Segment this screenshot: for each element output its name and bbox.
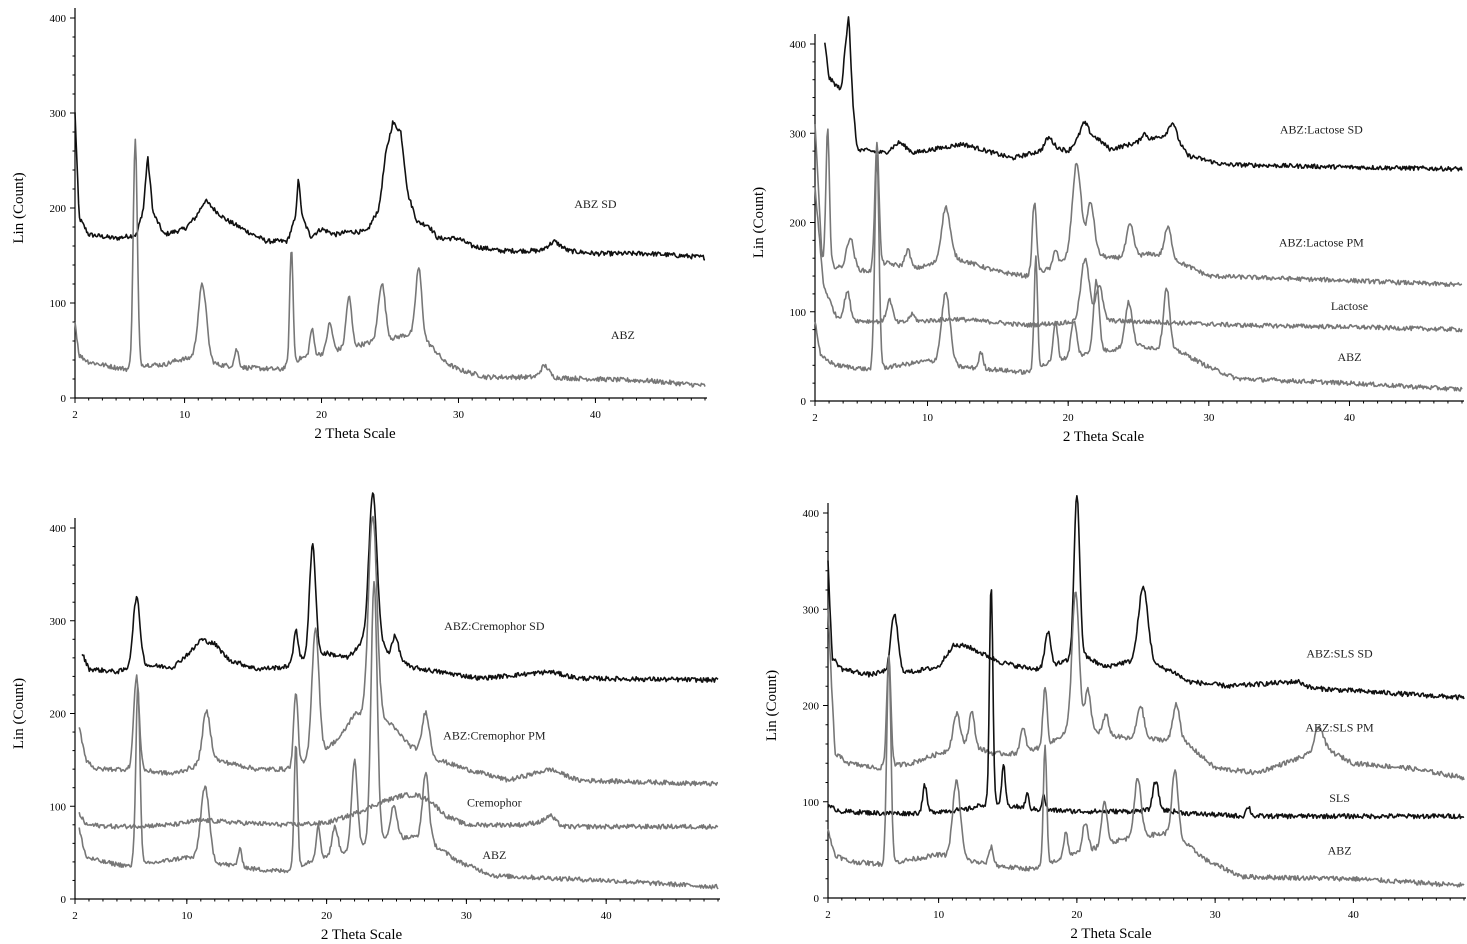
series-line-abz: [814, 154, 1463, 392]
series-label: ABZ:SLS PM: [1305, 720, 1374, 734]
x-tick-label: 2: [825, 909, 831, 921]
y-axis-label: Lin (Count): [11, 172, 27, 243]
series-label: Cremophor: [467, 795, 522, 809]
y-tick-label: 200: [803, 701, 820, 713]
x-tick-label: 2: [72, 910, 78, 922]
series-label: ABZ: [1337, 350, 1361, 364]
series-line-abz-lactose-pm: [814, 124, 1463, 288]
series-label: ABZ:Cremophor PM: [443, 728, 546, 742]
x-axis-label: 2 Theta Scale: [321, 927, 403, 943]
series-line-abz: [827, 655, 1465, 888]
y-tick-label: 200: [790, 218, 807, 230]
x-tick-label: 30: [1203, 412, 1215, 424]
x-tick-label: 40: [590, 409, 602, 421]
series-line-abz-sls-pm: [827, 591, 1465, 781]
series-label: ABZ:Cremophor SD: [444, 619, 545, 633]
series-line-cremophor: [78, 792, 719, 830]
series-line-abz-cremophor-pm: [78, 515, 719, 787]
x-tick-label: 20: [321, 910, 333, 922]
series-label: ABZ:SLS SD: [1306, 646, 1373, 660]
series-line-sls: [827, 589, 1465, 820]
x-tick-label: 10: [181, 910, 193, 922]
y-tick-label: 0: [814, 893, 820, 905]
y-axis-label: Lin (Count): [764, 670, 780, 741]
x-axis-label: 2 Theta Scale: [314, 426, 396, 442]
y-tick-label: 400: [803, 508, 820, 520]
x-tick-label: 2: [72, 409, 78, 421]
y-axis-label: Lin (Count): [11, 678, 27, 749]
y-tick-label: 300: [790, 128, 807, 140]
y-tick-label: 400: [50, 13, 67, 25]
series-label: ABZ SD: [574, 197, 617, 211]
x-axis-label: 2 Theta Scale: [1070, 926, 1152, 942]
x-tick-label: 10: [179, 409, 191, 421]
x-tick-label: 30: [461, 910, 473, 922]
y-tick-label: 0: [801, 396, 807, 408]
y-tick-label: 400: [50, 523, 67, 535]
x-tick-label: 30: [453, 409, 465, 421]
x-tick-label: 40: [1344, 412, 1356, 424]
series-line-lactose: [814, 186, 1463, 333]
y-tick-label: 100: [50, 298, 67, 310]
y-tick-label: 300: [50, 108, 67, 120]
series-label: ABZ: [611, 328, 635, 342]
series-line-abz: [74, 138, 706, 388]
series-label: ABZ:Lactose PM: [1279, 236, 1364, 250]
y-tick-label: 300: [50, 616, 67, 628]
y-tick-label: 200: [50, 709, 67, 721]
series-label: ABZ:Lactose SD: [1280, 122, 1363, 136]
x-tick-label: 40: [1348, 909, 1360, 921]
y-tick-label: 300: [803, 604, 820, 616]
y-tick-label: 400: [790, 39, 807, 51]
x-tick-label: 40: [601, 910, 613, 922]
y-tick-label: 0: [61, 393, 67, 405]
y-axis-label: Lin (Count): [751, 187, 767, 258]
y-tick-label: 0: [61, 894, 67, 906]
x-tick-label: 2: [812, 412, 818, 424]
x-tick-label: 20: [1063, 412, 1075, 424]
y-tick-label: 200: [50, 203, 67, 215]
series-line-abz-cremophor-sd: [81, 492, 719, 683]
y-tick-label: 100: [50, 801, 67, 813]
x-tick-label: 30: [1210, 909, 1222, 921]
y-tick-label: 100: [790, 307, 807, 319]
x-tick-label: 10: [922, 412, 934, 424]
x-tick-label: 20: [316, 409, 328, 421]
x-axis-label: 2 Theta Scale: [1063, 429, 1145, 445]
x-tick-label: 10: [933, 909, 945, 921]
y-tick-label: 100: [803, 797, 820, 809]
series-line-abz-sls-sd: [827, 495, 1465, 701]
series-label: Lactose: [1331, 299, 1368, 313]
series-line-abz-lactose-sd: [824, 16, 1463, 172]
series-label: ABZ: [482, 848, 506, 862]
series-label: SLS: [1329, 791, 1350, 805]
x-tick-label: 20: [1071, 909, 1083, 921]
series-line-abz: [78, 580, 719, 890]
series-line-abz-sd: [74, 112, 706, 261]
series-label: ABZ: [1328, 844, 1352, 858]
